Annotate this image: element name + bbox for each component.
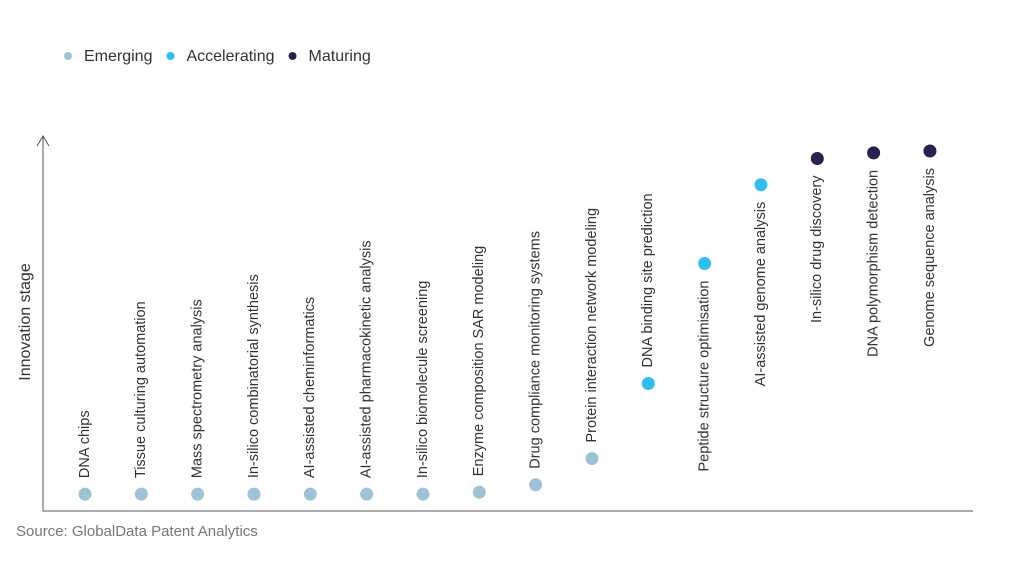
point — [303, 487, 317, 501]
point — [698, 257, 712, 270]
point — [191, 487, 205, 501]
point — [247, 487, 261, 501]
point — [810, 152, 824, 165]
legend-label: Emerging — [84, 48, 152, 65]
point — [867, 146, 881, 160]
category-label: Tissue culturing automation — [133, 301, 149, 478]
category-label: DNA chips — [77, 410, 93, 478]
category-label: Mass spectrometry analysis — [189, 299, 205, 478]
point — [529, 478, 543, 492]
point — [416, 487, 430, 501]
legend-marker — [288, 52, 297, 60]
point — [472, 485, 486, 499]
category-label: AI-assisted cheminformatics — [302, 297, 318, 478]
source: Source: GlobalData Patent Analytics — [16, 523, 258, 540]
category-label: In-silico drug discovery — [809, 175, 825, 323]
category-label: Drug compliance monitoring systems — [527, 231, 543, 469]
category-label: AI-assisted pharmacokinetic analysis — [358, 240, 374, 478]
legend-marker — [64, 52, 72, 60]
category-label: DNA binding site prediction — [640, 193, 656, 367]
point — [754, 178, 768, 192]
legend-label: Accelerating — [186, 48, 274, 65]
y-axis-arrow — [36, 135, 50, 147]
category-label: Genome sequence analysis — [922, 168, 938, 347]
point — [585, 452, 599, 465]
category-label: In-silico combinatorial synthesis — [246, 274, 262, 478]
point — [134, 487, 148, 501]
category-label: Enzyme composition SAR modeling — [471, 246, 487, 477]
point — [923, 144, 937, 158]
point — [78, 487, 92, 501]
category-label: Protein interaction network modeling — [584, 208, 600, 443]
legend-label: Maturing — [309, 48, 371, 65]
y-axis-title: Innovation stage — [17, 263, 34, 381]
category-label: In-silico biomolecule screening — [415, 281, 431, 478]
category-label: AI-assisted genome analysis — [753, 202, 769, 387]
category-label: DNA polymorphism detection — [865, 170, 881, 357]
point — [360, 487, 374, 501]
legend-marker — [166, 52, 175, 60]
point — [641, 377, 655, 390]
category-label: Peptide structure optimisation — [696, 281, 712, 472]
